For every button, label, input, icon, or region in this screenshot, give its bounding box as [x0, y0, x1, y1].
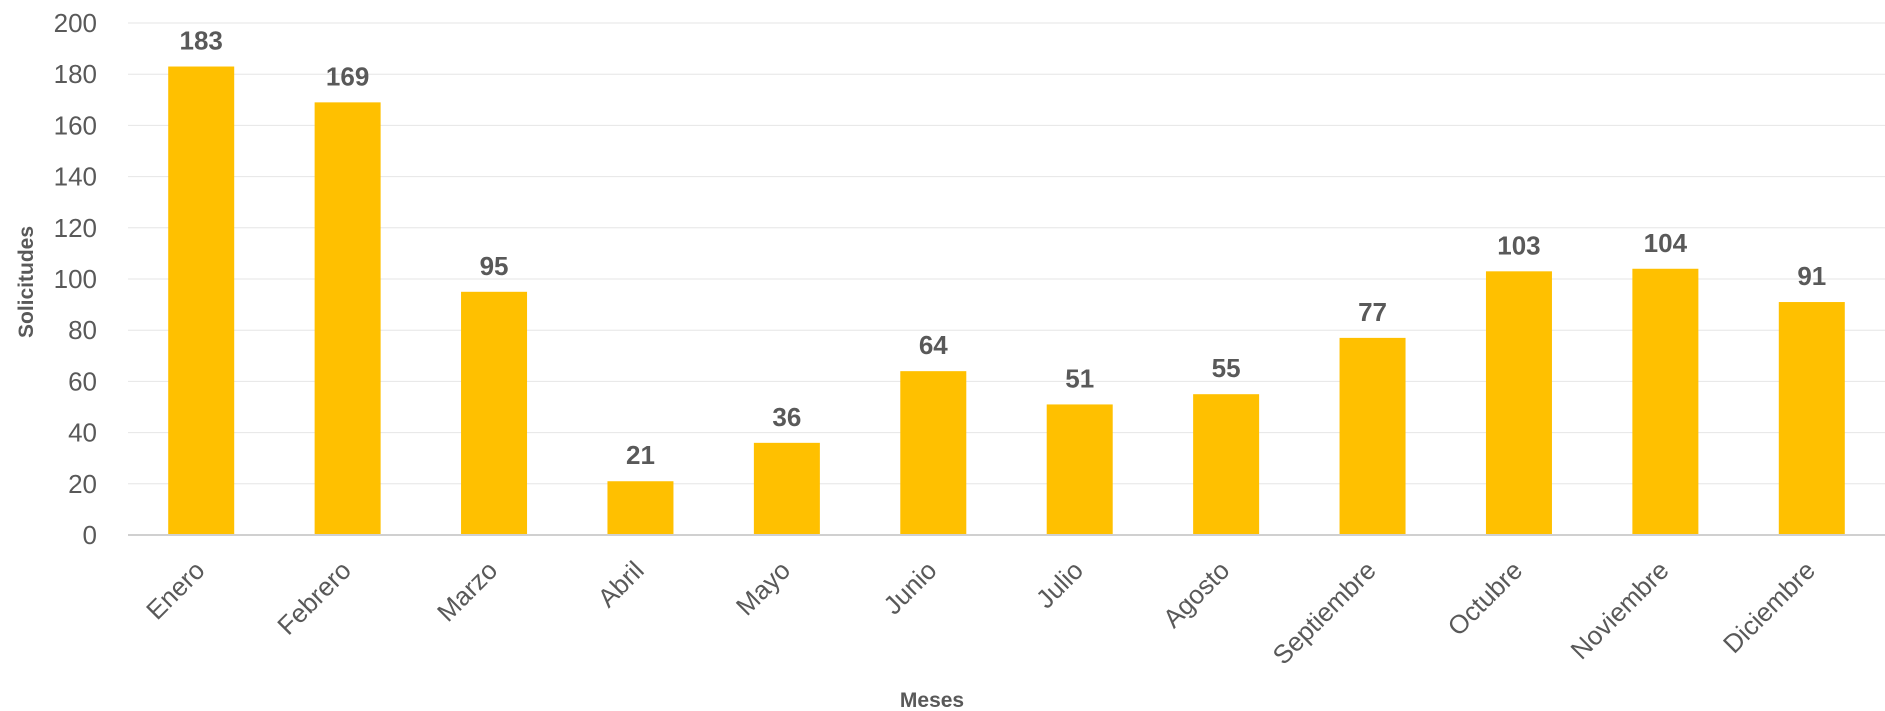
y-tick-label: 140 — [54, 162, 97, 192]
bars — [168, 66, 1845, 536]
x-category-label: Abril — [592, 555, 650, 613]
data-label: 104 — [1644, 228, 1688, 258]
bar-septiembre — [1339, 337, 1406, 535]
bar-abril — [607, 481, 674, 535]
bar-mayo — [753, 442, 820, 535]
y-tick-label: 200 — [54, 8, 97, 38]
y-tick-label: 40 — [68, 418, 97, 448]
x-axis-title: Meses — [900, 689, 964, 711]
gridlines — [128, 22, 1885, 485]
x-category-label: Julio — [1030, 555, 1089, 614]
bar-enero — [168, 66, 235, 536]
data-label: 55 — [1212, 353, 1241, 383]
data-label: 36 — [772, 402, 801, 432]
data-label: 21 — [626, 440, 655, 470]
data-label: 91 — [1797, 261, 1826, 291]
x-category-label: Septiembre — [1267, 555, 1382, 670]
data-label: 51 — [1065, 363, 1094, 393]
x-category-label: Diciembre — [1717, 555, 1821, 659]
data-label: 77 — [1358, 297, 1387, 327]
y-tick-label: 180 — [54, 59, 97, 89]
x-category-label: Noviembre — [1565, 555, 1675, 665]
y-tick-label: 0 — [83, 520, 97, 550]
data-label: 64 — [919, 330, 948, 360]
data-label: 183 — [180, 26, 223, 56]
y-tick-label: 60 — [68, 366, 97, 396]
data-label: 95 — [480, 251, 509, 281]
bar-febrero — [314, 102, 381, 536]
bar-junio — [900, 371, 967, 535]
bar-agosto — [1193, 394, 1260, 535]
y-axis-tick-labels: 0 20 40 60 80 100 120 140 160 180 200 — [54, 8, 97, 550]
bar-noviembre — [1632, 268, 1699, 535]
data-label: 169 — [326, 61, 369, 91]
x-category-label: Mayo — [730, 555, 796, 621]
data-labels: 183 169 95 21 36 64 51 55 77 103 104 91 — [180, 26, 1827, 471]
x-category-label: Octubre — [1442, 555, 1529, 642]
bar-octubre — [1485, 271, 1552, 535]
bar-julio — [1046, 404, 1113, 535]
x-category-label: Junio — [877, 555, 942, 620]
x-category-label: Febrero — [271, 555, 357, 641]
x-axis-category-labels: Enero Febrero Marzo Abril Mayo Junio Julio Agos… — [140, 555, 1821, 670]
bar-marzo — [461, 291, 528, 535]
y-tick-label: 100 — [54, 264, 97, 294]
y-axis-title: Solicitudes — [15, 226, 38, 338]
x-category-label: Agosto — [1157, 555, 1235, 633]
x-category-label: Enero — [140, 555, 210, 625]
y-tick-label: 120 — [54, 213, 97, 243]
y-tick-label: 80 — [68, 315, 97, 345]
x-category-label: Marzo — [431, 555, 503, 627]
y-tick-label: 20 — [68, 469, 97, 499]
bar-diciembre — [1778, 302, 1845, 535]
data-label: 103 — [1497, 230, 1540, 260]
y-tick-label: 160 — [54, 110, 97, 140]
